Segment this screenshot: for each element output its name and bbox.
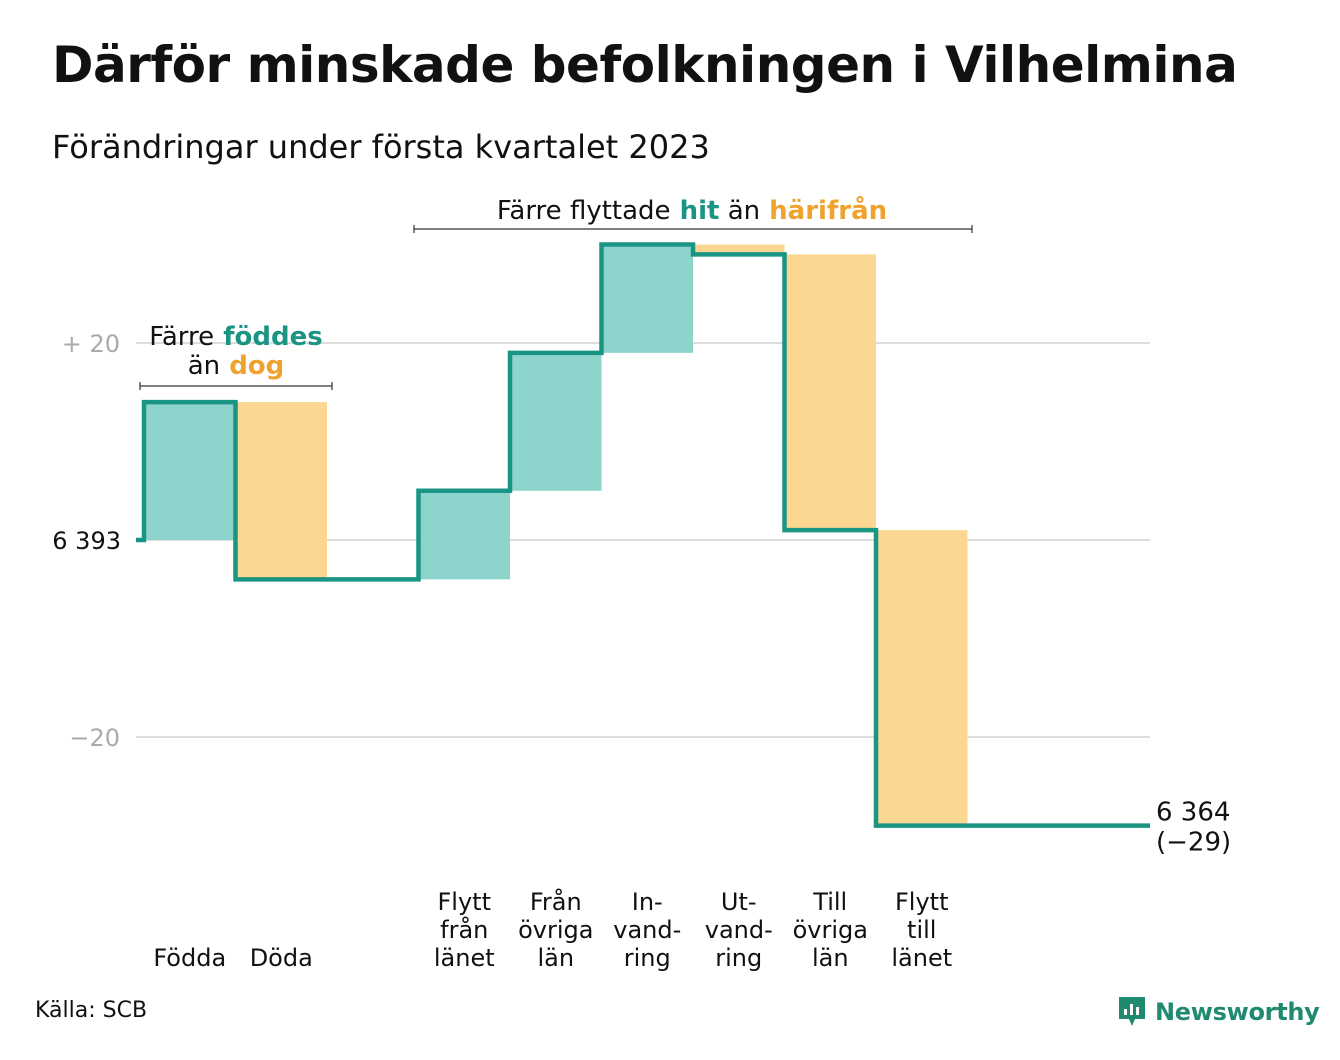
category-label: länet <box>434 944 495 972</box>
births-annotation-line1-part: Färre <box>149 322 214 352</box>
start-value-label: 6 393 <box>52 527 121 555</box>
category-label: Flytt <box>438 888 492 916</box>
waterfall-bar-tillövrigalän <box>784 254 876 531</box>
category-label: ring <box>715 944 762 972</box>
category-label: övriga <box>793 916 868 944</box>
category-label: Födda <box>153 944 226 972</box>
waterfall-bar-döda <box>235 402 327 580</box>
category-label: från <box>440 915 488 944</box>
migration-annotation-part: hit <box>671 196 720 226</box>
category-label: In- <box>632 888 663 916</box>
category-label: vand- <box>613 916 681 944</box>
category-label: vand- <box>705 916 773 944</box>
waterfall-bar-födda <box>144 402 236 540</box>
migration-annotation-part: Färre flyttade <box>497 196 671 226</box>
migration-annotation-part: härifrån <box>760 194 887 226</box>
category-label: ring <box>624 944 671 972</box>
waterfall-bar-invandring <box>601 244 693 353</box>
chart-subtitle: Förändringar under första kvartalet 2023 <box>52 128 710 166</box>
births-annotation-line1: Färre föddes <box>149 322 322 352</box>
category-label: län <box>812 944 849 972</box>
waterfall-bar-utvandring <box>693 244 785 255</box>
births-annotation-line2-part: dog <box>220 351 284 381</box>
migration-annotation-part: än <box>719 196 760 226</box>
end-value-label: 6 364 <box>1156 798 1230 828</box>
newsworthy-logo: Newsworthy <box>1117 994 1320 1030</box>
births-annotation-line2: än dog <box>188 351 285 381</box>
waterfall-bar-flytttilllänet <box>876 530 968 826</box>
category-label: Flytt <box>895 888 949 916</box>
category-label: övriga <box>518 916 593 944</box>
category-label: Döda <box>250 944 313 972</box>
migration-annotation: Färre flyttade hit än härifrån <box>497 194 887 226</box>
category-label: Till <box>812 888 847 916</box>
chart-title: Därför minskade befolkningen i Vilhelmin… <box>52 36 1238 94</box>
category-label: län <box>537 944 574 972</box>
waterfall-bar-frånövrigalän <box>510 352 602 491</box>
category-label: till <box>907 916 936 944</box>
births-annotation-line2-part: än <box>188 351 220 381</box>
end-change-label: (−29) <box>1156 828 1231 858</box>
category-label: länet <box>891 944 952 972</box>
source-note: Källa: SCB <box>35 998 148 1023</box>
waterfall-bar-flyttfrånlänet <box>418 490 510 580</box>
cumulative-population-line <box>136 242 1150 828</box>
newsworthy-logo-icon <box>1119 997 1145 1026</box>
y-tick-label: + 20 <box>62 330 120 358</box>
logo-text: Newsworthy <box>1155 998 1320 1026</box>
category-label: Ut- <box>721 888 757 916</box>
y-tick-label: −20 <box>69 724 120 752</box>
births-annotation-line1-part: föddes <box>214 322 323 352</box>
category-label: Från <box>530 887 582 916</box>
